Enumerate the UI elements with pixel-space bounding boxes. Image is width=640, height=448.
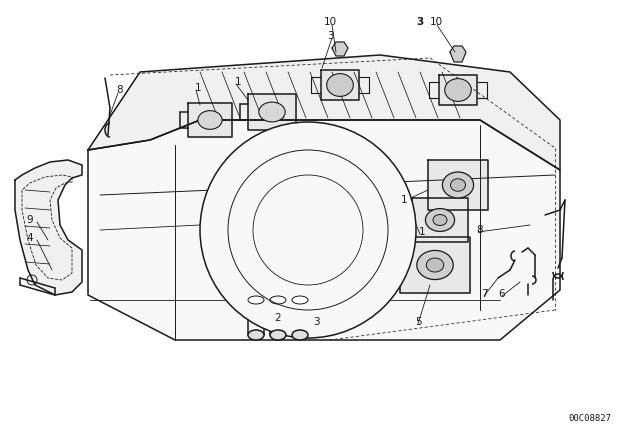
Polygon shape — [428, 160, 488, 210]
Text: 1: 1 — [235, 77, 241, 87]
Text: 8: 8 — [477, 225, 483, 235]
Text: 1: 1 — [195, 83, 202, 93]
Polygon shape — [188, 103, 232, 137]
Polygon shape — [400, 237, 470, 293]
Ellipse shape — [451, 179, 465, 191]
Text: 00C08827: 00C08827 — [568, 414, 611, 422]
Ellipse shape — [442, 172, 474, 198]
Polygon shape — [332, 42, 348, 56]
Text: 4: 4 — [27, 233, 33, 243]
Polygon shape — [248, 94, 296, 130]
Ellipse shape — [259, 102, 285, 122]
Text: 6: 6 — [499, 289, 506, 299]
Text: 8: 8 — [116, 85, 124, 95]
Text: 3: 3 — [313, 317, 319, 327]
Text: 5: 5 — [415, 317, 421, 327]
Text: 7: 7 — [481, 289, 487, 299]
Polygon shape — [439, 75, 477, 105]
Ellipse shape — [270, 330, 286, 340]
Ellipse shape — [326, 73, 353, 96]
Text: 10: 10 — [429, 17, 443, 27]
Ellipse shape — [198, 111, 222, 129]
Polygon shape — [15, 160, 82, 295]
Ellipse shape — [445, 78, 471, 101]
Text: 3: 3 — [326, 31, 333, 41]
Text: 10: 10 — [323, 17, 337, 27]
Ellipse shape — [292, 330, 308, 340]
Text: 1: 1 — [401, 195, 407, 205]
Ellipse shape — [433, 215, 447, 225]
Ellipse shape — [426, 258, 444, 272]
Ellipse shape — [248, 330, 264, 340]
Polygon shape — [321, 70, 359, 100]
Text: 1: 1 — [419, 227, 426, 237]
Ellipse shape — [200, 122, 416, 338]
Polygon shape — [450, 46, 466, 62]
Ellipse shape — [426, 209, 454, 232]
Polygon shape — [88, 55, 560, 170]
Text: 3: 3 — [417, 17, 424, 27]
Ellipse shape — [417, 250, 453, 280]
Polygon shape — [412, 198, 468, 242]
Text: 2: 2 — [275, 313, 282, 323]
Polygon shape — [88, 120, 560, 340]
Text: 9: 9 — [27, 215, 33, 225]
